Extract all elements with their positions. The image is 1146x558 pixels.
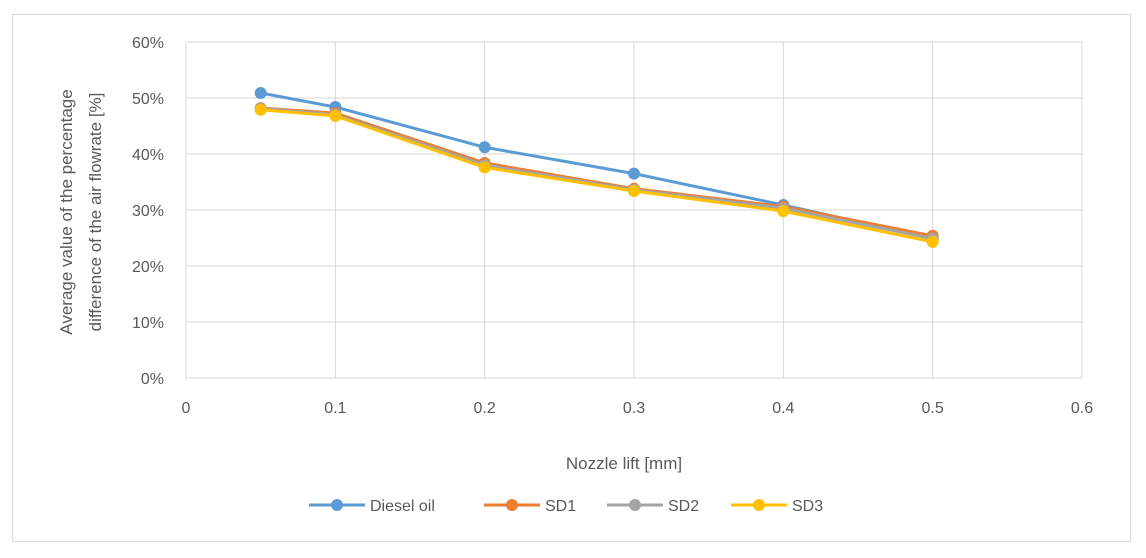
data-point-sd3 (254, 103, 267, 116)
y-tick-label: 60% (132, 35, 164, 52)
y-axis: 0% 10% 20% 30% 40% 50% 60% (132, 35, 164, 388)
legend-label: SD1 (545, 498, 576, 515)
legend-label: Diesel oil (370, 498, 435, 515)
y-tick-label: 40% (132, 147, 164, 164)
legend-item: Diesel oil (309, 498, 435, 515)
y-tick-label: 0% (141, 371, 164, 388)
data-point-sd3 (926, 235, 939, 248)
legend-marker (331, 499, 343, 511)
legend-marker (506, 499, 518, 511)
x-tick-label: 0.2 (474, 400, 496, 417)
legend-item: SD1 (484, 498, 576, 515)
data-point-diesel-oil (254, 86, 267, 99)
y-axis-title-line-2: difference of the air flowrate [%] (86, 93, 105, 332)
y-tick-label: 20% (132, 259, 164, 276)
x-tick-label: 0.1 (324, 400, 346, 417)
series-line-sd2 (259, 107, 935, 241)
data-point-diesel-oil (478, 141, 491, 154)
gridlines (185, 41, 1083, 379)
data-point-sd3 (777, 205, 790, 218)
x-tick-label: 0.5 (922, 400, 944, 417)
y-tick-label: 50% (132, 91, 164, 108)
legend-label: SD3 (792, 498, 823, 515)
x-tick-label: 0.3 (623, 400, 645, 417)
legend-marker (753, 499, 765, 511)
data-point-sd3 (478, 161, 491, 174)
x-axis: 0 0.1 0.2 0.3 0.4 0.5 0.6 (182, 400, 1094, 417)
data-point-diesel-oil (628, 167, 640, 180)
data-point-sd3 (628, 184, 640, 197)
x-tick-label: 0.6 (1071, 400, 1093, 417)
series-line-sd3 (259, 108, 935, 244)
y-tick-label: 30% (132, 203, 164, 220)
y-axis-title-line-1: Average value of the percentage (57, 89, 76, 334)
legend: Diesel oil SD1 SD2 SD3 (309, 498, 823, 515)
chart-frame (12, 14, 1131, 542)
x-axis-title: Nozzle lift [mm] (566, 454, 682, 473)
x-tick-label: 0.4 (772, 400, 794, 417)
legend-marker (629, 499, 641, 511)
x-tick-label: 0 (182, 400, 191, 417)
series-sd3 (254, 103, 939, 248)
legend-item: SD3 (731, 498, 823, 515)
series-layer (254, 86, 939, 248)
legend-label: SD2 (668, 498, 699, 515)
data-point-sd3 (329, 109, 342, 122)
y-tick-label: 10% (132, 315, 164, 332)
legend-item: SD2 (607, 498, 699, 515)
